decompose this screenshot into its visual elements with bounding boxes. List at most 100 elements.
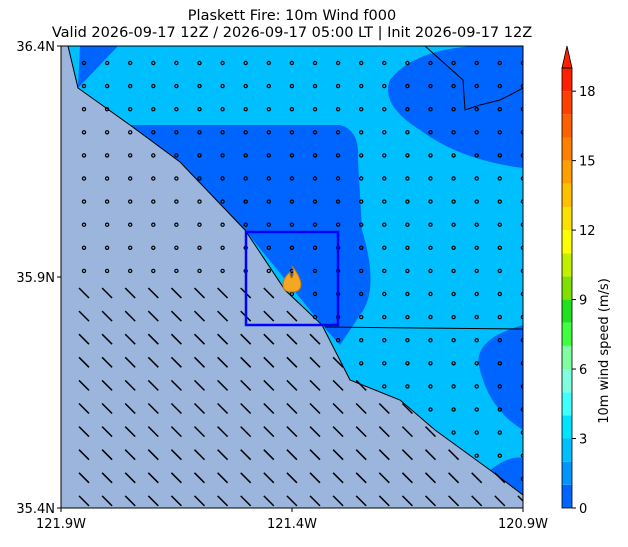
wind-station	[127, 245, 133, 250]
wind-barb	[101, 333, 113, 345]
colorbar-band	[562, 253, 572, 277]
colorbar-band	[562, 91, 572, 115]
wind-barb	[124, 426, 136, 438]
wind-barb	[263, 333, 275, 345]
wind-barb	[78, 426, 90, 438]
wind-station	[359, 361, 364, 366]
wind-barb	[240, 402, 252, 415]
wind-barb	[332, 402, 344, 415]
wind-station	[289, 130, 295, 135]
wind-barb	[170, 472, 182, 484]
colorbar-band	[562, 230, 572, 254]
wind-barb	[401, 426, 413, 438]
wind-station	[474, 291, 479, 297]
wind-barb	[424, 472, 437, 484]
contour	[130, 125, 371, 345]
wind-station	[405, 361, 410, 366]
wind-station	[81, 130, 87, 135]
wind-station	[451, 338, 456, 343]
wind-barb	[78, 449, 90, 461]
wind-barb	[401, 449, 413, 461]
wind-station	[497, 338, 502, 343]
wind-station	[359, 106, 364, 112]
x-tick-label: 121.9W	[36, 517, 86, 532]
wind-station	[197, 106, 202, 112]
wind-barb	[124, 333, 136, 345]
wind-station	[243, 83, 248, 89]
wind-barb	[424, 495, 437, 507]
x-tick-label: 121.4W	[267, 517, 317, 532]
wind-barb	[170, 402, 182, 415]
wind-barb	[263, 287, 275, 299]
wind-station	[474, 430, 479, 435]
wind-station	[451, 106, 456, 112]
wind-barb	[240, 472, 252, 484]
wind-station	[197, 153, 202, 158]
wind-station	[266, 268, 271, 274]
wind-station	[474, 407, 479, 412]
wind-station	[243, 130, 248, 135]
wind-station	[428, 222, 433, 227]
wind-station	[151, 245, 156, 250]
wind-barb	[332, 379, 344, 391]
wind-station	[497, 106, 502, 112]
wind-station	[497, 130, 502, 135]
wind-station	[497, 268, 502, 274]
wind-station	[104, 106, 110, 112]
wind-barb	[309, 426, 321, 438]
wind-station	[243, 222, 248, 227]
wind-barb	[193, 310, 206, 322]
wind-station	[428, 176, 433, 181]
wind-station	[312, 83, 318, 89]
wind-barb	[217, 495, 229, 507]
colorbar-band	[562, 461, 572, 485]
wind-station	[382, 222, 387, 227]
wind-station	[151, 222, 156, 227]
wind-station	[359, 199, 364, 204]
wind-station	[104, 176, 110, 181]
colorbar-band	[562, 369, 572, 393]
wind-station	[497, 430, 502, 435]
wind-barb	[124, 379, 136, 391]
wind-station	[451, 291, 456, 297]
wind-station	[266, 153, 271, 158]
wind-barb	[193, 426, 206, 438]
wind-station	[451, 83, 456, 89]
wind-station	[197, 83, 202, 89]
wind-barb	[378, 402, 390, 415]
colorbar-tick-label: 3	[579, 433, 587, 448]
contour	[388, 46, 523, 168]
wind-barb	[424, 426, 437, 438]
wind-barb	[378, 495, 390, 507]
wind-barb	[494, 495, 506, 507]
wind-station	[104, 153, 110, 158]
wind-station	[127, 106, 133, 112]
wind-barb	[147, 379, 159, 391]
wind-station	[474, 176, 479, 181]
wind-station	[81, 268, 87, 274]
wind-station	[220, 60, 225, 66]
wind-barb	[471, 495, 483, 507]
contour	[490, 457, 523, 498]
wind-barb	[193, 472, 206, 484]
wind-barb	[101, 402, 113, 415]
wind-station	[474, 338, 479, 343]
wind-station	[428, 361, 433, 366]
colorbar-band	[562, 160, 572, 184]
wind-barb	[170, 310, 182, 322]
wind-barb	[193, 449, 206, 461]
wind-station	[312, 199, 318, 204]
wind-station	[382, 106, 387, 112]
wind-station	[405, 199, 410, 204]
wind-barb	[147, 310, 159, 322]
wind-station	[289, 176, 295, 181]
wind-barb	[147, 449, 159, 461]
wind-station	[243, 176, 248, 181]
colorbar-band	[562, 276, 572, 300]
wind-station	[312, 268, 318, 274]
wind-station	[151, 176, 156, 181]
wind-station	[335, 338, 341, 343]
wind-barb	[193, 402, 206, 415]
wind-station	[289, 245, 295, 250]
wind-station	[335, 106, 341, 112]
